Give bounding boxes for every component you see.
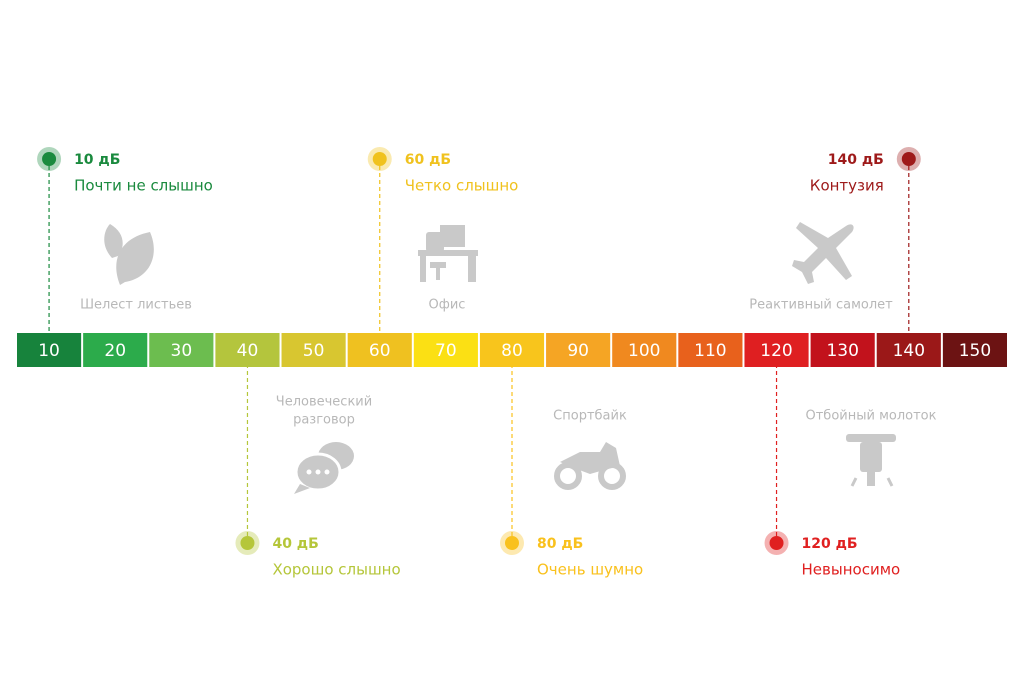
motorbike-icon [554,442,626,490]
marker-label: Невыносимо [802,561,901,579]
marker-dot [769,536,784,550]
marker-level: 120 дБ [802,536,858,552]
marker-level: 60 дБ [405,152,451,168]
scale-cell [810,333,875,367]
scale-cell [281,333,346,367]
scale-cell [347,333,412,367]
marker-label: Четко слышно [405,177,519,195]
marker-label: Очень шумно [537,561,643,579]
scale-cell [744,333,809,367]
scale-cell [612,333,677,367]
scale-cell [413,333,478,367]
scale-cell [83,333,148,367]
marker-level: 80 дБ [537,536,583,552]
plane-icon [792,222,854,284]
scale-label: 110 [694,341,726,361]
office-icon [418,225,478,282]
scale-label: 100 [628,341,660,361]
marker-dot [901,152,916,166]
marker-dot [240,536,255,550]
leaf-icon [104,224,154,285]
jackhammer-icon [846,434,896,487]
source-label: Человеческий [276,395,372,410]
scale-label: 90 [567,341,589,361]
scale-cell [546,333,611,367]
scale-label: 130 [826,341,858,361]
scale-label: 60 [369,341,391,361]
scale-label: 120 [760,341,792,361]
source-label: Отбойный молоток [806,409,937,424]
scale-cell [17,333,82,367]
source-label: Спортбайк [553,409,627,424]
scale-label: 50 [303,341,325,361]
chat-icon [294,442,354,494]
marker-label: Контузия [810,177,884,195]
marker-label: Почти не слышно [74,177,213,195]
scale-cell [876,333,941,367]
scale-label: 150 [959,341,991,361]
marker-dot [42,152,57,166]
scale-label: 20 [104,341,126,361]
scale-label: 70 [435,341,457,361]
scale-label: 80 [501,341,523,361]
source-label: разговор [293,413,355,428]
scale-label: 30 [171,341,193,361]
scale-cell [678,333,743,367]
scale-label: 140 [893,341,925,361]
marker-label: Хорошо слышно [272,561,400,579]
source-label: Реактивный самолет [749,298,893,313]
scale-label: 40 [237,341,259,361]
marker-level: 40 дБ [272,536,318,552]
marker-level: 140 дБ [828,152,884,168]
source-label: Шелест листьев [80,298,192,313]
icons [104,222,896,494]
marker-dot [372,152,387,166]
source-label: Офис [429,298,466,313]
marker-level: 10 дБ [74,152,120,168]
scale-cell [149,333,214,367]
scale-cell [215,333,280,367]
scale-label: 10 [38,341,60,361]
scale-cell [942,333,1007,367]
marker-dot [505,536,519,550]
scale-cell [479,333,545,367]
